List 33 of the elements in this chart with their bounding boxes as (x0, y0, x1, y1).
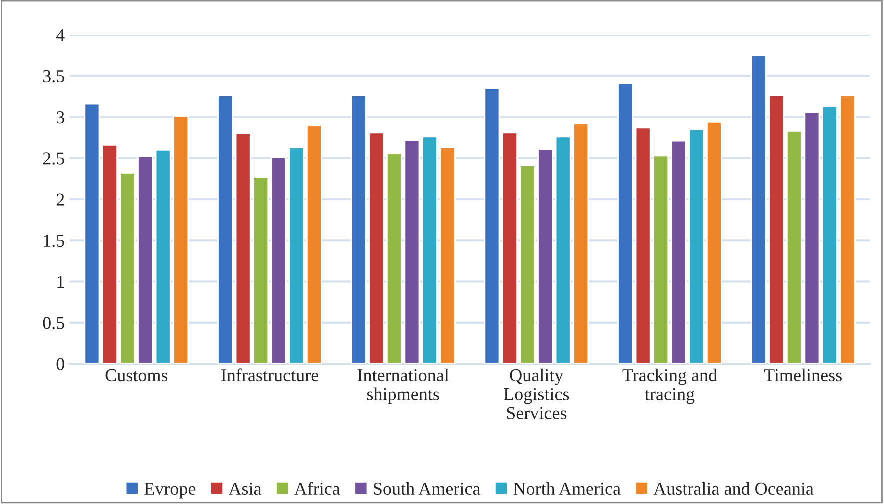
y-tick-label: 2 (56, 194, 64, 206)
legend-label: Africa (294, 482, 340, 496)
bar (422, 136, 438, 364)
legend-label: Evrope (144, 483, 196, 499)
bar (706, 121, 722, 364)
y-tick-label: 3.5 (43, 70, 64, 83)
legend-label: Asia (228, 482, 262, 496)
x-tick-label: Infrastructure (222, 368, 318, 382)
legend-label: North America (514, 482, 621, 496)
y-tick-label: 1 (58, 276, 64, 288)
x-tick-label: Tracking and tracing (622, 368, 718, 404)
bar (484, 88, 500, 364)
bar (440, 146, 456, 364)
bar (306, 124, 322, 364)
x-tick-label: Customs (106, 369, 168, 382)
y-tick-label: 0 (56, 358, 64, 370)
bar (840, 95, 856, 364)
bar (822, 106, 838, 364)
x-tick-label: Timeliness (764, 368, 842, 382)
bar (502, 132, 518, 364)
bar (102, 144, 118, 364)
y-tick-label: 1.5 (44, 234, 64, 248)
y-tick-label: 3 (56, 112, 64, 124)
x-tick-label: Quality Logistics Services (504, 368, 570, 420)
bar (84, 103, 100, 364)
legend-label: South America (374, 482, 480, 496)
y-tick-label: 0.5 (43, 317, 64, 330)
x-tick-label: International shipments (358, 368, 450, 404)
legend-label: Australia and Oceania (654, 482, 814, 496)
y-tick-label: 2.5 (43, 152, 64, 165)
bar (218, 95, 234, 364)
y-tick-label: 4 (56, 29, 65, 42)
bar (618, 82, 634, 364)
